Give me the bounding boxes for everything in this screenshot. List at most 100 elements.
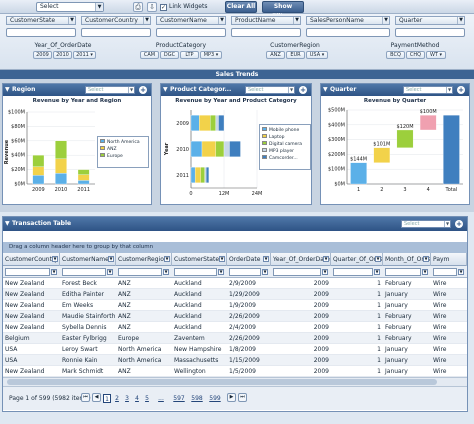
bar[interactable] <box>204 167 207 183</box>
chevron-down-icon[interactable]: ▼ <box>382 17 389 24</box>
bar[interactable] <box>223 141 230 157</box>
bar[interactable] <box>190 115 200 131</box>
clear-all-button[interactable]: Clear All <box>225 1 257 13</box>
column-header[interactable]: Month_Of_Orde ▼ <box>383 253 431 266</box>
bar[interactable] <box>55 140 67 159</box>
bar[interactable] <box>32 155 45 167</box>
column-menu-icon[interactable]: ▼ <box>423 256 429 262</box>
chevron-down-icon[interactable]: ▼ <box>128 87 134 93</box>
first-page-button[interactable]: ⏮ <box>81 393 90 402</box>
page-link[interactable]: 3 <box>125 395 129 402</box>
column-header[interactable]: Quarter_Of_Orde ▼ <box>331 253 383 266</box>
group-by-drop-area[interactable]: Drag a column header here to group by th… <box>3 242 467 253</box>
column-menu-icon[interactable]: ▼ <box>164 256 170 262</box>
bar[interactable] <box>194 167 201 183</box>
page-link[interactable]: 599 <box>209 395 221 402</box>
add-icon[interactable]: + <box>299 86 307 94</box>
chevron-down-icon[interactable]: ▾ <box>215 52 219 58</box>
column-filter-input[interactable]: ▼ <box>333 268 380 276</box>
table-panel-select[interactable]: Select ▼ <box>401 220 451 228</box>
chevron-down-icon[interactable]: ▾ <box>439 52 443 58</box>
bar[interactable] <box>55 173 67 185</box>
bar[interactable] <box>205 167 210 183</box>
filter-header-customer-name[interactable]: CustomerName ▼ <box>156 16 226 25</box>
column-menu-icon[interactable]: ▼ <box>219 256 225 262</box>
column-filter-input[interactable]: ▼ <box>229 268 268 276</box>
product-panel-select[interactable]: Select ▼ <box>245 86 295 94</box>
next-page-button[interactable]: ▶ <box>227 393 236 402</box>
column-header[interactable]: CustomerName ▼ <box>60 253 116 266</box>
show-filters-button[interactable]: Show Filters <box>262 1 304 20</box>
view-select[interactable]: Select ▼ <box>36 2 104 12</box>
column-filter-input[interactable]: ▼ <box>118 268 169 276</box>
table-row[interactable]: New Zealand Forest Beck ANZ Auckland 2/9/200… <box>3 278 467 289</box>
customer-name-input[interactable] <box>156 28 226 37</box>
filter-icon[interactable]: ▼ <box>422 269 428 275</box>
bar[interactable] <box>215 115 219 131</box>
quarter-panel-select[interactable]: Select ▼ <box>403 86 453 94</box>
bar[interactable] <box>218 115 225 131</box>
page-link[interactable]: ... <box>158 395 164 402</box>
add-icon[interactable]: + <box>455 220 463 228</box>
add-icon[interactable]: + <box>139 86 147 94</box>
filter-icon[interactable]: ▼ <box>107 269 113 275</box>
bar[interactable] <box>55 158 67 174</box>
column-filter-input[interactable]: ▼ <box>385 268 428 276</box>
page-link[interactable]: 2 <box>115 395 119 402</box>
table-row[interactable]: New Zealand Mark Schmidt ANZ Wellington 1/5/… <box>3 366 467 377</box>
table-row[interactable]: USA Ronnie Kain North America Massachusetts… <box>3 355 467 366</box>
payment-chip-chq[interactable]: CHQ <box>406 51 425 59</box>
customer-country-input[interactable] <box>81 28 151 37</box>
sales-person-name-input[interactable] <box>306 28 390 37</box>
customer-state-input[interactable] <box>6 28 76 37</box>
chevron-down-icon[interactable]: ▼ <box>68 17 75 24</box>
bar[interactable] <box>77 169 90 175</box>
column-header[interactable]: CustomerCountry ▼ <box>3 253 60 266</box>
category-chip-cam[interactable]: CAM <box>140 51 159 59</box>
column-menu-icon[interactable]: ▼ <box>52 256 58 262</box>
bar[interactable] <box>229 141 241 157</box>
print-icon[interactable]: ⎙ <box>133 2 143 12</box>
bar[interactable] <box>396 129 414 148</box>
last-page-button[interactable]: ⏭ <box>238 393 247 402</box>
chevron-down-icon[interactable]: ▼ <box>95 3 103 11</box>
scrollbar-thumb[interactable] <box>7 379 437 385</box>
column-filter-input[interactable]: ▼ <box>62 268 113 276</box>
table-row[interactable]: Belgium Easter Fylbrigg Europe Zaventem 2/26… <box>3 333 467 344</box>
bar[interactable] <box>373 147 391 163</box>
column-filter-input[interactable]: ▼ <box>433 268 464 276</box>
payment-chip-bcq[interactable]: BCQ <box>386 51 405 59</box>
prev-page-button[interactable]: ◀ <box>92 393 101 402</box>
filter-icon[interactable]: ▼ <box>51 269 57 275</box>
column-filter-input[interactable]: ▼ <box>273 268 328 276</box>
category-chip-dgc[interactable]: DGC <box>160 51 179 59</box>
filter-header-product-name[interactable]: ProductName ▼ <box>231 16 301 25</box>
column-header[interactable]: CustomerState ▼ <box>172 253 227 266</box>
column-filter-input[interactable]: ▼ <box>5 268 57 276</box>
category-chip-ltp[interactable]: LTP <box>180 51 199 59</box>
bar[interactable] <box>32 166 45 176</box>
table-row[interactable]: New Zealand Em Weeks ANZ Auckland 1/9/2009 20… <box>3 300 467 311</box>
table-row[interactable]: New Zealand Editha Painter ANZ Auckland 1/29… <box>3 289 467 300</box>
page-link[interactable]: 598 <box>191 395 203 402</box>
chevron-down-icon[interactable]: ▼ <box>444 221 450 227</box>
quarter-input[interactable] <box>395 28 465 37</box>
add-icon[interactable]: + <box>457 86 465 94</box>
bar[interactable] <box>210 115 216 131</box>
region-chip-eur[interactable]: EUR <box>286 51 305 59</box>
chevron-down-icon[interactable]: ▾ <box>321 52 325 58</box>
filter-header-customer-country[interactable]: CustomerCountry ▼ <box>81 16 151 25</box>
chevron-down-icon[interactable]: ▼ <box>218 17 225 24</box>
bar[interactable] <box>190 141 203 157</box>
year-chip-2011[interactable]: 2011 ▾ <box>73 51 96 59</box>
filter-icon[interactable]: ▼ <box>218 269 224 275</box>
chevron-down-icon[interactable]: ▼ <box>288 87 294 93</box>
bar[interactable] <box>215 141 225 157</box>
column-filter-input[interactable]: ▼ <box>174 268 224 276</box>
filter-header-quarter[interactable]: Quarter ▼ <box>395 16 465 25</box>
chevron-down-icon[interactable]: ▼ <box>293 17 300 24</box>
filter-icon[interactable]: ▼ <box>322 269 328 275</box>
chevron-down-icon[interactable]: ▾ <box>90 52 93 58</box>
chevron-down-icon[interactable]: ▼ <box>143 17 150 24</box>
page-link[interactable]: 1 <box>103 394 111 403</box>
